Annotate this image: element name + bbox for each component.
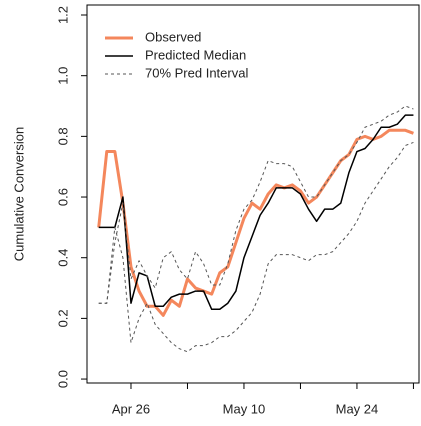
interval-line: [98, 105, 414, 304]
legend-label: 70% Pred Interval: [145, 65, 248, 80]
series-line: [98, 114, 414, 311]
y-tick-label: 0.8: [55, 127, 70, 145]
legend-label: Observed: [145, 29, 201, 44]
series-line: [97, 128, 414, 317]
plot-frame: [86, 4, 420, 384]
y-tick-label: 0.4: [55, 249, 70, 267]
legend-label: Predicted Median: [145, 47, 246, 62]
y-tick-label: 1.2: [55, 6, 70, 24]
y-tick-label: 0.6: [55, 188, 70, 206]
x-tick-label: May 10: [223, 401, 266, 416]
x-tick-label: Apr 26: [112, 401, 150, 416]
x-tick-label: May 24: [336, 401, 379, 416]
y-tick-label: 0.2: [55, 309, 70, 327]
y-axis-title: Cumulative Conversion: [11, 127, 26, 261]
interval-line: [98, 141, 414, 353]
y-tick-label: 1.0: [55, 67, 70, 85]
y-tick-label: 0.0: [55, 370, 70, 388]
